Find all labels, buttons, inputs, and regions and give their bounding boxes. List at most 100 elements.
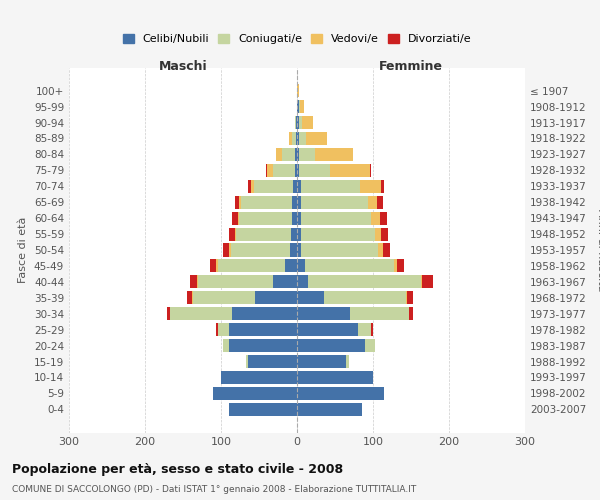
Bar — [236, 228, 291, 240]
Bar — [315, 148, 353, 161]
Bar — [254, 180, 293, 193]
Bar — [299, 116, 302, 129]
Text: Popolazione per età, sesso e stato civile - 2008: Popolazione per età, sesso e stato civil… — [12, 462, 343, 475]
Bar — [248, 355, 297, 368]
Bar — [268, 164, 274, 177]
Bar — [350, 307, 409, 320]
Bar — [301, 196, 368, 208]
Bar — [282, 148, 295, 161]
Bar — [232, 212, 238, 224]
Bar — [371, 323, 373, 336]
Bar — [346, 355, 349, 368]
Bar — [221, 371, 297, 384]
Bar — [297, 387, 385, 400]
Bar — [295, 148, 297, 161]
Bar — [297, 116, 299, 129]
Bar — [266, 164, 268, 177]
Bar — [295, 116, 296, 129]
Bar — [218, 260, 285, 272]
Bar — [297, 212, 301, 224]
Bar — [217, 260, 218, 272]
Bar — [306, 132, 328, 145]
Bar — [360, 180, 382, 193]
Bar — [170, 307, 232, 320]
Bar — [251, 180, 254, 193]
Bar — [232, 307, 297, 320]
Bar — [297, 100, 299, 113]
Bar — [296, 132, 297, 145]
Text: Femmine: Femmine — [379, 60, 443, 73]
Bar — [300, 100, 304, 113]
Bar — [297, 292, 323, 304]
Bar — [323, 292, 406, 304]
Bar — [295, 164, 297, 177]
Bar — [379, 244, 383, 256]
Bar — [383, 244, 391, 256]
Bar — [365, 339, 374, 352]
Bar — [239, 196, 241, 208]
Bar — [394, 260, 397, 272]
Bar — [299, 100, 300, 113]
Bar — [297, 307, 350, 320]
Bar — [297, 260, 305, 272]
Bar — [301, 244, 379, 256]
Bar — [371, 212, 380, 224]
Bar — [297, 196, 301, 208]
Bar — [358, 323, 371, 336]
Bar — [380, 212, 386, 224]
Bar — [297, 148, 299, 161]
Bar — [382, 228, 388, 240]
Bar — [229, 244, 231, 256]
Bar — [397, 260, 404, 272]
Bar — [297, 244, 301, 256]
Bar — [229, 403, 297, 416]
Bar — [299, 132, 306, 145]
Bar — [301, 228, 375, 240]
Bar — [229, 228, 235, 240]
Y-axis label: Anni di nascita: Anni di nascita — [596, 209, 600, 291]
Bar — [289, 132, 292, 145]
Bar — [248, 180, 251, 193]
Bar — [276, 148, 282, 161]
Bar — [382, 180, 385, 193]
Bar — [229, 323, 297, 336]
Bar — [297, 84, 299, 97]
Bar — [302, 116, 313, 129]
Bar — [422, 276, 433, 288]
Bar — [190, 276, 197, 288]
Bar — [297, 228, 301, 240]
Bar — [292, 212, 297, 224]
Bar — [297, 132, 299, 145]
Bar — [255, 292, 297, 304]
Bar — [246, 355, 248, 368]
Bar — [285, 260, 297, 272]
Bar — [231, 244, 290, 256]
Bar — [274, 164, 295, 177]
Bar — [370, 164, 371, 177]
Bar — [297, 371, 373, 384]
Bar — [297, 339, 365, 352]
Bar — [406, 292, 407, 304]
Bar — [209, 260, 217, 272]
Bar — [297, 276, 308, 288]
Bar — [290, 244, 297, 256]
Bar — [299, 164, 331, 177]
Bar — [377, 196, 383, 208]
Bar — [235, 196, 239, 208]
Bar — [293, 180, 297, 193]
Bar — [272, 276, 297, 288]
Text: COMUNE DI SACCOLONGO (PD) - Dati ISTAT 1° gennaio 2008 - Elaborazione TUTTITALIA: COMUNE DI SACCOLONGO (PD) - Dati ISTAT 1… — [12, 485, 416, 494]
Bar — [331, 164, 370, 177]
Bar — [223, 244, 229, 256]
Bar — [375, 228, 382, 240]
Bar — [292, 132, 296, 145]
Bar — [297, 403, 362, 416]
Bar — [229, 339, 297, 352]
Bar — [198, 276, 272, 288]
Bar — [292, 196, 297, 208]
Bar — [218, 323, 229, 336]
Bar — [241, 196, 292, 208]
Bar — [301, 180, 360, 193]
Bar — [193, 292, 255, 304]
Legend: Celibi/Nubili, Coniugati/e, Vedovi/e, Divorziati/e: Celibi/Nubili, Coniugati/e, Vedovi/e, Di… — [118, 30, 476, 48]
